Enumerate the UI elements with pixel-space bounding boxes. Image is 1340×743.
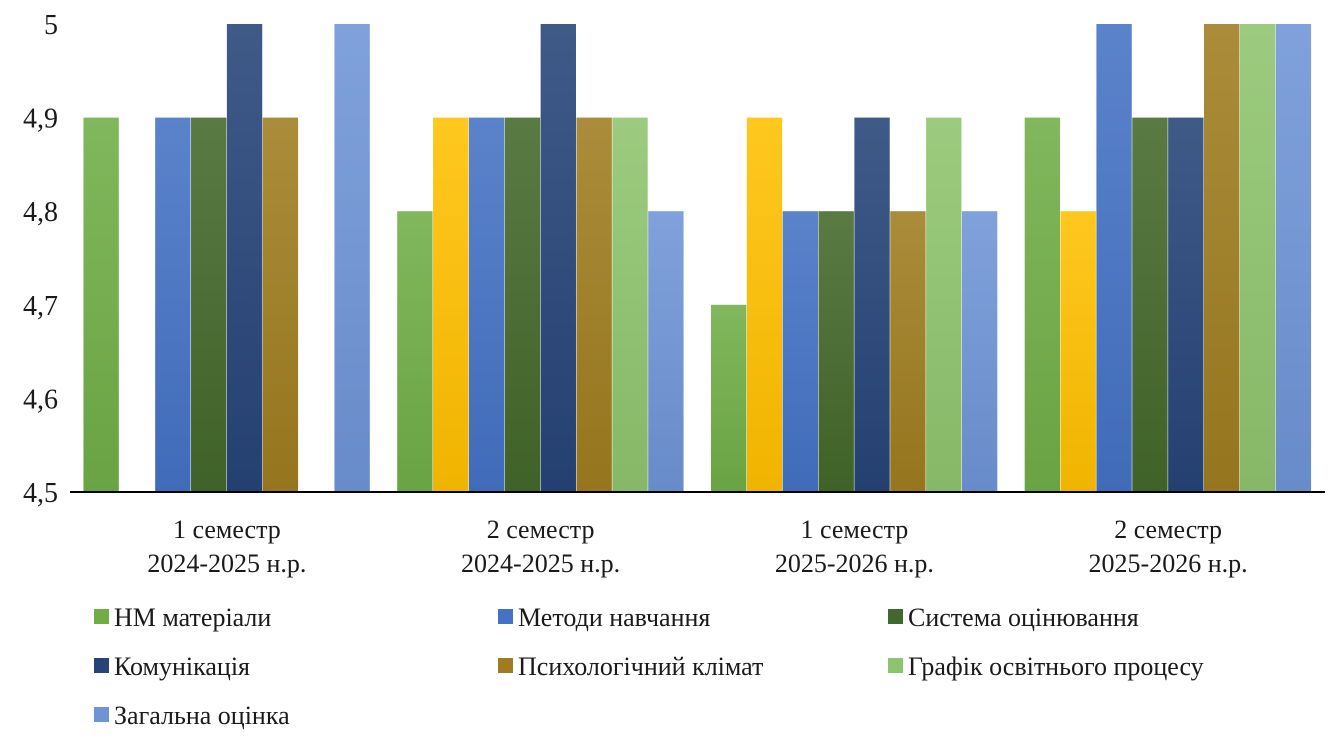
legend-swatch bbox=[94, 707, 109, 722]
bar bbox=[540, 24, 576, 492]
category-label: 2024-2025 н.р. bbox=[147, 549, 306, 578]
y-tick-label: 4,7 bbox=[23, 291, 58, 322]
bar bbox=[83, 117, 119, 492]
legend-label: Психологічний клімат bbox=[518, 652, 763, 681]
bar bbox=[648, 211, 684, 492]
y-tick-label: 4,5 bbox=[23, 478, 58, 509]
legend-label: Комунікація bbox=[114, 652, 250, 681]
legend: НМ матеріали Методи навчання Система оціню… bbox=[94, 603, 1204, 730]
bar bbox=[926, 117, 962, 492]
y-tick-label: 4,6 bbox=[23, 384, 58, 415]
y-tick-label: 5 bbox=[44, 10, 58, 41]
bar bbox=[746, 117, 783, 492]
bar bbox=[1239, 24, 1276, 492]
bar bbox=[468, 117, 505, 492]
bar bbox=[1203, 24, 1240, 492]
legend-swatch bbox=[888, 658, 903, 673]
bar bbox=[504, 117, 541, 492]
bar bbox=[397, 211, 433, 492]
bar bbox=[612, 117, 648, 492]
bar bbox=[1060, 211, 1096, 492]
bar bbox=[155, 117, 191, 492]
y-tick-label: 4,8 bbox=[23, 197, 58, 228]
bar bbox=[1275, 24, 1312, 492]
bar bbox=[1024, 117, 1061, 492]
bars bbox=[83, 24, 1312, 492]
bar bbox=[1096, 24, 1132, 492]
legend-swatch bbox=[94, 609, 109, 624]
y-tick-label: 4,9 bbox=[23, 104, 58, 135]
bar bbox=[710, 304, 747, 492]
bar bbox=[890, 211, 926, 492]
legend-swatch bbox=[94, 658, 109, 673]
bar bbox=[576, 117, 612, 492]
legend-label: НМ матеріали bbox=[114, 603, 271, 632]
category-label: 2 семестр bbox=[487, 515, 595, 544]
legend-label: Графік освітнього процесу bbox=[908, 652, 1204, 681]
bar bbox=[191, 117, 227, 492]
bar bbox=[262, 117, 299, 492]
bar bbox=[818, 211, 854, 492]
category-label: 2025-2026 н.р. bbox=[775, 549, 934, 578]
legend-swatch bbox=[888, 609, 903, 624]
legend-label: Система оцінювання bbox=[908, 603, 1139, 632]
category-labels: 1 семестр 2024-2025 н.р. 2 семестр 2024-202… bbox=[147, 515, 1247, 578]
category-label: 1 семестр bbox=[801, 515, 909, 544]
y-axis-ticks: 4,5 4,6 4,7 4,8 4,9 5 bbox=[23, 10, 58, 509]
legend-label: Загальна оцінка bbox=[114, 701, 290, 730]
bar bbox=[961, 211, 998, 492]
category-label: 2025-2026 н.р. bbox=[1089, 549, 1248, 578]
legend-label: Методи навчання bbox=[518, 603, 710, 632]
bar bbox=[1132, 117, 1168, 492]
category-label: 2024-2025 н.р. bbox=[461, 549, 620, 578]
legend-swatch bbox=[498, 658, 513, 673]
category-label: 1 семестр bbox=[173, 515, 281, 544]
legend-swatch bbox=[498, 609, 513, 624]
category-label: 2 семестр bbox=[1114, 515, 1222, 544]
bar bbox=[854, 117, 890, 492]
bar bbox=[334, 24, 370, 492]
bar bbox=[226, 24, 263, 492]
bar bbox=[1168, 117, 1204, 492]
bar bbox=[782, 211, 819, 492]
bar bbox=[433, 117, 469, 492]
